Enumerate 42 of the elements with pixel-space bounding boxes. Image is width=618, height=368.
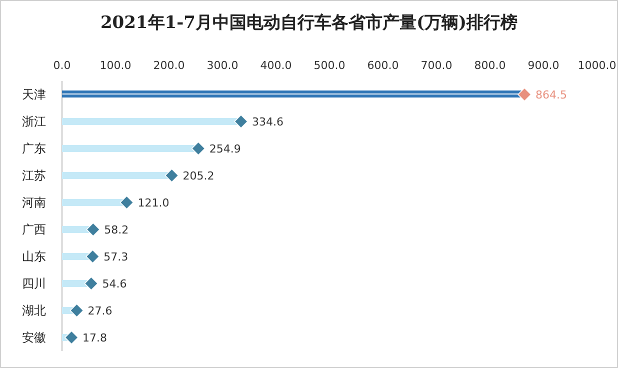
data-label: 54.6 xyxy=(102,278,127,290)
y-tick-label: 广东 xyxy=(22,142,46,156)
data-label: 57.3 xyxy=(104,250,128,264)
point xyxy=(191,142,206,156)
y-tick-label: 江苏 xyxy=(22,168,46,182)
point xyxy=(518,88,532,102)
y-tick-label: 湖北 xyxy=(22,304,46,318)
x-tick-label: 300.0 xyxy=(206,59,238,72)
point xyxy=(70,304,84,318)
chart-title: 2021年1-7月中国电动自行车各省市产量(万辆)排行榜 xyxy=(100,13,518,33)
x-tick-label: 800.0 xyxy=(474,59,506,72)
y-tick-label: 天津 xyxy=(22,88,46,102)
data-label: 121.0 xyxy=(138,196,170,210)
x-tick-label: 1000.0 xyxy=(578,59,616,72)
data-label: 254.9 xyxy=(209,142,241,156)
y-tick-label: 安徽 xyxy=(22,330,46,344)
y-tick-label: 浙江 xyxy=(22,114,46,128)
x-tick-label: 900.0 xyxy=(528,59,560,72)
data-label: 334.6 xyxy=(252,116,284,128)
x-tick-label: 700.0 xyxy=(420,59,452,72)
data-label: 27.6 xyxy=(88,304,112,318)
point xyxy=(84,276,98,290)
y-tick-label: 河南 xyxy=(22,196,46,210)
point xyxy=(164,168,179,182)
x-tick-label: 400.0 xyxy=(260,59,292,72)
point xyxy=(86,250,100,264)
point xyxy=(64,330,78,344)
data-label: 58.2 xyxy=(104,224,129,236)
x-tick-label: 600.0 xyxy=(367,59,399,72)
data-label: 864.5 xyxy=(536,88,568,102)
x-tick-label: 500.0 xyxy=(314,59,346,72)
data-label: 205.2 xyxy=(182,170,214,182)
point xyxy=(120,196,134,210)
x-tick-label: 200.0 xyxy=(153,59,185,72)
y-tick-label: 广西 xyxy=(22,222,46,236)
point xyxy=(234,114,248,128)
y-tick-label: 四川 xyxy=(22,276,46,290)
point xyxy=(86,222,100,236)
y-tick-label: 山东 xyxy=(22,250,46,264)
x-tick-label: 0.0 xyxy=(53,59,71,72)
x-tick-label: 100.0 xyxy=(100,59,132,72)
data-label: 17.8 xyxy=(82,332,108,344)
